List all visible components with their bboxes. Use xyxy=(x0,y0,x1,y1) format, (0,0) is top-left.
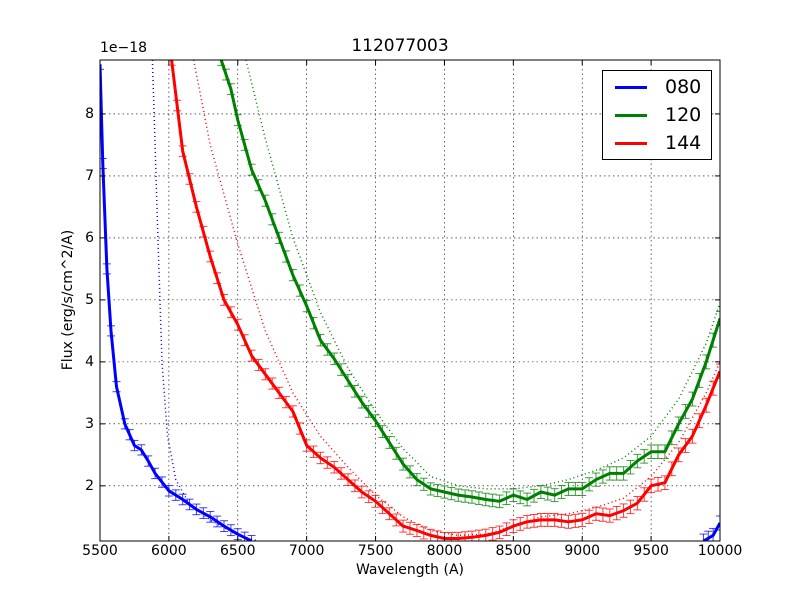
y-tick-label: 7 xyxy=(85,167,94,184)
y-tick-label: 8 xyxy=(85,105,94,122)
y-tick-label: 5 xyxy=(85,291,94,308)
legend-item-144: 144 xyxy=(603,129,711,157)
x-tick-label: 6500 xyxy=(219,543,256,559)
x-tick-label: 5500 xyxy=(82,543,118,559)
series-080 xyxy=(100,60,720,541)
legend-label: 080 xyxy=(665,76,702,98)
y-tick-label: 3 xyxy=(85,415,94,432)
series-120 xyxy=(217,60,720,509)
legend: 080 120 144 xyxy=(602,70,712,160)
y-tick-label: 6 xyxy=(85,229,94,246)
legend-item-080: 080 xyxy=(603,73,711,101)
x-tick-label: 8500 xyxy=(495,543,532,559)
x-tick-label: 8000 xyxy=(426,543,463,559)
tick-marks xyxy=(99,60,721,541)
y-tick-label: 4 xyxy=(85,353,94,370)
y-axis-label: Flux (erg/s/cm^2/A) xyxy=(60,229,76,371)
axes-frame xyxy=(99,59,721,542)
y-tick-label: 2 xyxy=(85,477,94,494)
x-tick-label: 9000 xyxy=(564,543,601,559)
x-tick-label: 7000 xyxy=(288,543,325,559)
legend-swatch-green xyxy=(615,114,647,117)
legend-swatch-blue xyxy=(615,86,647,89)
x-tick-label: 9500 xyxy=(633,543,669,559)
legend-label: 144 xyxy=(665,132,702,154)
x-tick-label: 7500 xyxy=(357,543,394,559)
legend-swatch-red xyxy=(615,142,647,145)
x-tick-label: 10000 xyxy=(697,543,743,559)
legend-item-120: 120 xyxy=(603,101,711,129)
x-tick-label: 6000 xyxy=(151,543,187,559)
x-axis-label: Wavelength (A) xyxy=(355,562,464,578)
chart-title: 112077003 xyxy=(351,36,449,56)
legend-label: 120 xyxy=(665,104,702,126)
grid-lines xyxy=(100,60,720,541)
y-offset-label: 1e−18 xyxy=(100,40,148,56)
